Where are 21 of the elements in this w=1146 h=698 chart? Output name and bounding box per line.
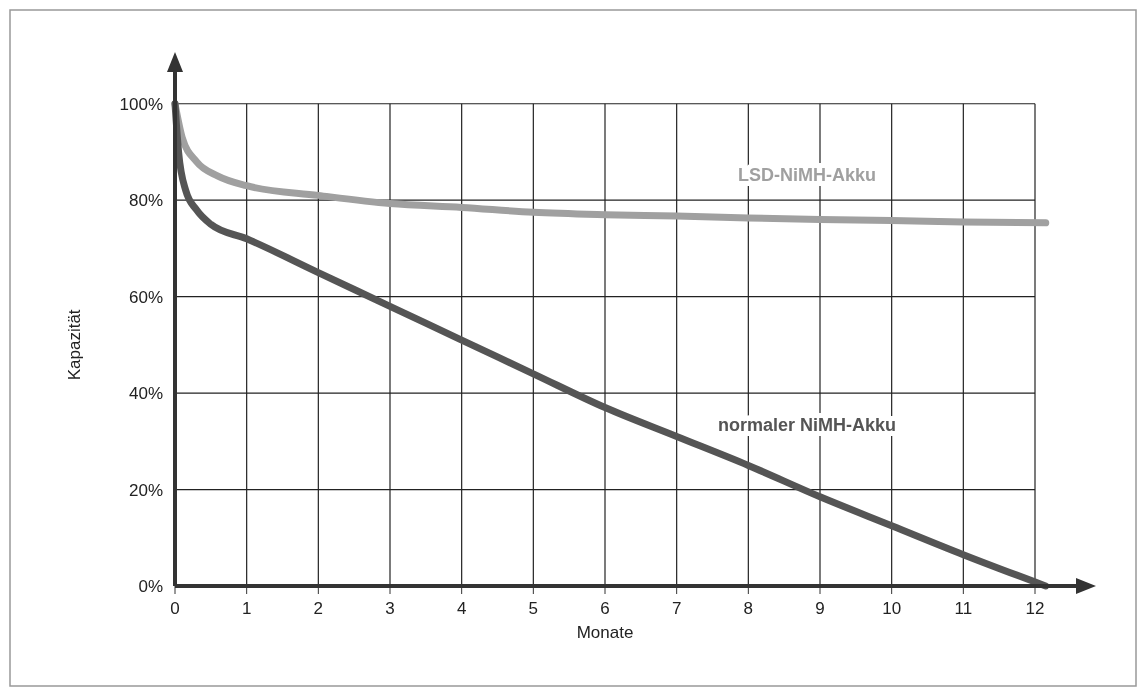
x-tick-label: 4	[456, 599, 467, 618]
x-tick-label: 0	[170, 599, 180, 618]
x-tick-label: 9	[815, 599, 825, 618]
x-tick-label: 1	[241, 599, 252, 618]
x-tick-label: 3	[385, 599, 395, 618]
x-tick-label: 11	[954, 599, 973, 618]
y-tick-label: 0%	[138, 577, 163, 596]
x-tick-label: 8	[743, 599, 754, 618]
y-tick-label: 20%	[128, 480, 163, 500]
x-tick-label: 5	[528, 599, 539, 618]
y-tick-label: 80%	[128, 191, 163, 211]
y-tick-label: 100%	[119, 94, 163, 114]
x-tick-label: 7	[671, 599, 682, 618]
x-tick-label: 12	[1025, 599, 1045, 618]
x-axis-title: Monate	[576, 623, 634, 642]
x-tick-label: 6	[600, 599, 610, 618]
y-tick-label: 40%	[128, 384, 163, 404]
y-tick-label: 60%	[128, 287, 163, 307]
y-axis-title: Kapazität	[65, 309, 84, 381]
x-tick-label: 2	[313, 599, 324, 618]
x-tick-label: 10	[882, 599, 902, 618]
